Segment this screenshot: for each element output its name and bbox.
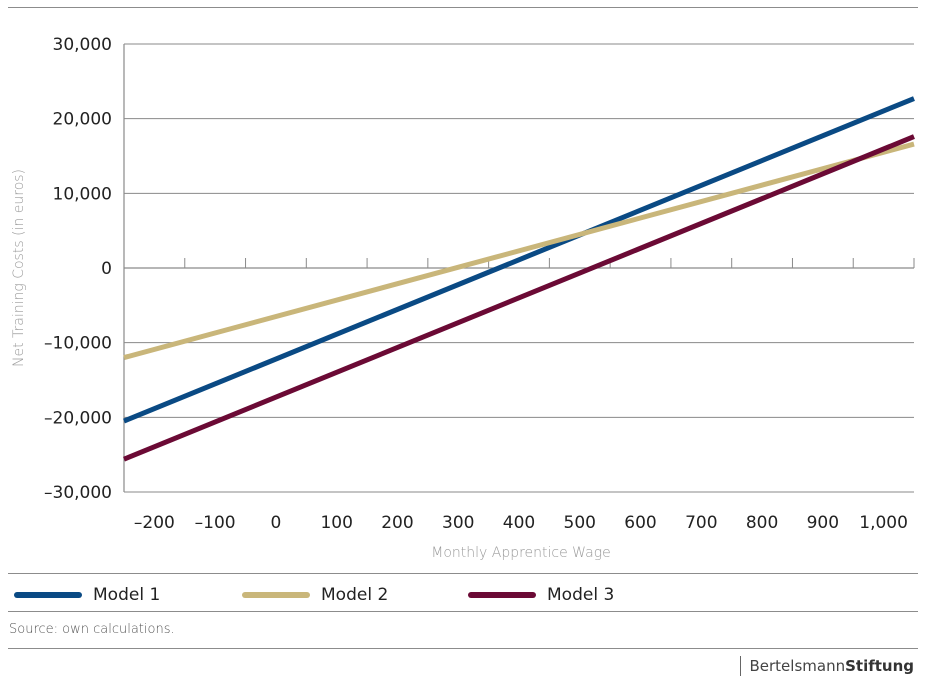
x-axis-title: Monthly Apprentice Wage — [431, 545, 610, 561]
series-line-model-1 — [123, 96, 915, 424]
legend-item-model-2: Model 2 — [242, 582, 388, 608]
legend-label-model-2: Model 2 — [321, 585, 389, 605]
source-top-rule — [8, 611, 918, 612]
grid-lines — [123, 43, 914, 493]
x-tick-label: 500 — [564, 513, 596, 533]
x-tick-label: –200 — [134, 513, 175, 533]
legend-label-model-3: Model 3 — [547, 585, 615, 605]
x-tick-label: 300 — [442, 513, 474, 533]
y-tick-labels: 30,000 20,000 10,000 0 –10,000 –20,000 –30,000 — [44, 35, 112, 503]
legend: Model 1 Model 2 Model 3 — [14, 582, 914, 608]
top-rule — [8, 7, 918, 8]
x-tick-label: 100 — [320, 513, 352, 533]
y-tick-label: –10,000 — [44, 334, 112, 354]
legend-swatch-model-1 — [14, 592, 82, 598]
y-tick-label: 0 — [101, 259, 112, 279]
brand-bold: Stiftung — [845, 657, 914, 675]
legend-label-model-1: Model 1 — [93, 585, 161, 605]
x-tick-label: 1,000 — [859, 513, 908, 533]
legend-top-rule — [8, 573, 918, 574]
y-tick-label: 20,000 — [53, 110, 112, 130]
y-axis-title: Net Training Costs (in euros) — [11, 169, 27, 367]
brand-regular: Bertelsmann — [749, 657, 846, 675]
x-tick-label: –100 — [195, 513, 236, 533]
legend-item-model-3: Model 3 — [468, 582, 614, 608]
y-tick-label: –20,000 — [44, 408, 112, 428]
y-tick-label: –30,000 — [44, 483, 112, 503]
series-lines — [123, 96, 915, 462]
legend-swatch-model-3 — [468, 592, 536, 598]
x-tick-label: 800 — [746, 513, 778, 533]
source-bottom-rule — [8, 648, 918, 649]
y-tick-label: 30,000 — [53, 35, 112, 55]
x-tick-labels: –200 –100 0 100 200 300 400 500 600 700 800 900 1,00… — [134, 513, 908, 533]
zero-axis — [124, 258, 915, 269]
x-tick-label: 600 — [624, 513, 656, 533]
source-note: Source: own calculations. — [9, 622, 175, 637]
x-tick-label: 400 — [503, 513, 535, 533]
line-chart: 30,000 20,000 10,000 0 –10,000 –20,000 –30,000… — [11, 35, 915, 561]
y-tick-label: 10,000 — [53, 184, 112, 204]
series-line-model-3 — [123, 134, 915, 462]
brand-logo: BertelsmannStiftung — [740, 656, 914, 676]
series-line-model-2 — [123, 141, 915, 361]
x-tick-label: 0 — [271, 513, 282, 533]
x-tick-label: 900 — [807, 513, 839, 533]
legend-item-model-1: Model 1 — [14, 582, 160, 608]
x-tick-label: 200 — [381, 513, 413, 533]
x-tick-label: 700 — [685, 513, 717, 533]
legend-swatch-model-2 — [242, 592, 310, 598]
